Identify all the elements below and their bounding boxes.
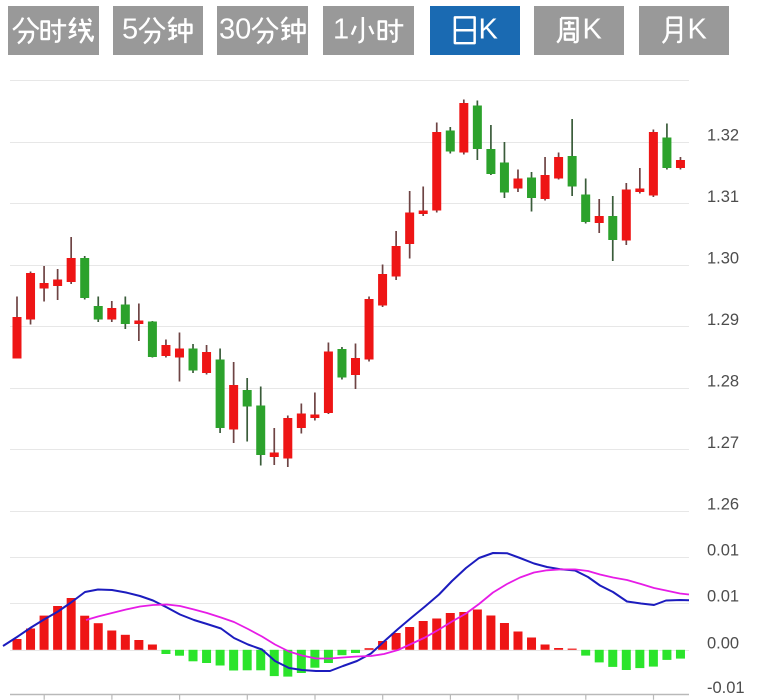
svg-text:K: K (688, 14, 708, 46)
svg-text:1.29: 1.29 (707, 311, 739, 329)
svg-text:0.00: 0.00 (707, 634, 739, 652)
svg-text:5: 5 (122, 14, 138, 46)
svg-text:-0.01: -0.01 (707, 679, 745, 697)
svg-text:1.26: 1.26 (707, 496, 739, 514)
svg-text:1.28: 1.28 (707, 373, 739, 391)
svg-text:K: K (479, 14, 499, 46)
svg-text:30: 30 (219, 14, 251, 46)
svg-text:1.31: 1.31 (707, 188, 739, 206)
svg-text:K: K (583, 14, 603, 46)
svg-text:0.01: 0.01 (707, 588, 739, 606)
svg-text:1.30: 1.30 (707, 250, 739, 268)
svg-text:0.01: 0.01 (707, 542, 739, 560)
svg-text:1.32: 1.32 (707, 127, 739, 145)
svg-text:1: 1 (333, 14, 349, 46)
svg-text:1.27: 1.27 (707, 434, 739, 452)
